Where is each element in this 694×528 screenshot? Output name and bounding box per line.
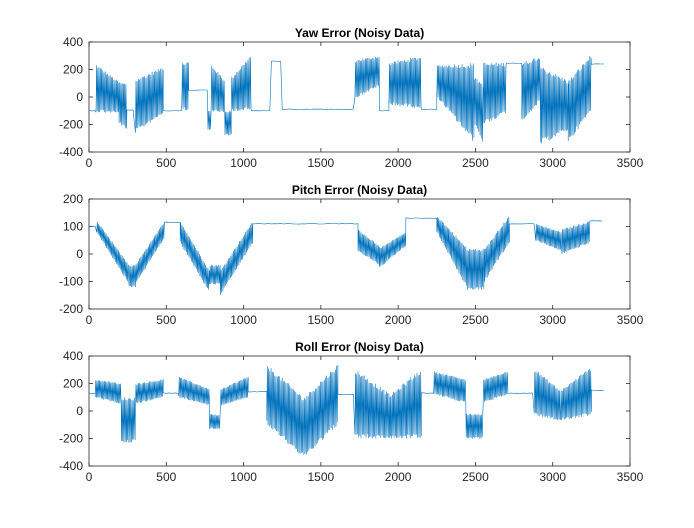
x-tick-label-0-7: 3500 xyxy=(617,156,644,170)
y-tick-label-2-2: 0 xyxy=(76,404,83,418)
x-tick-label-0-5: 2500 xyxy=(462,156,489,170)
y-tick-label-2-1: -200 xyxy=(59,432,83,446)
y-tick-label-2-0: -400 xyxy=(59,459,83,473)
y-tick-label-0-0: -400 xyxy=(59,145,83,159)
x-tick-label-0-3: 1500 xyxy=(308,156,335,170)
y-tick-label-1-0: -200 xyxy=(59,302,83,316)
chart-title-0: Yaw Error (Noisy Data) xyxy=(295,26,424,40)
x-tick-label-1-3: 1500 xyxy=(308,313,335,327)
x-tick-label-2-3: 1500 xyxy=(308,470,335,484)
y-tick-label-1-2: 0 xyxy=(76,247,83,261)
x-tick-label-1-7: 3500 xyxy=(617,313,644,327)
x-tick-label-1-5: 2500 xyxy=(462,313,489,327)
x-tick-label-2-6: 3000 xyxy=(539,470,566,484)
y-tick-label-1-1: -100 xyxy=(59,275,83,289)
y-tick-label-0-3: 200 xyxy=(63,63,83,77)
x-tick-label-1-2: 1000 xyxy=(230,313,257,327)
x-tick-label-0-2: 1000 xyxy=(230,156,257,170)
axes-frame-1 xyxy=(88,198,631,310)
y-tick-label-0-2: 0 xyxy=(76,90,83,104)
x-tick-label-1-0: 0 xyxy=(86,313,93,327)
x-tick-label-1-6: 3000 xyxy=(539,313,566,327)
x-tick-label-0-1: 500 xyxy=(156,156,176,170)
x-tick-label-2-0: 0 xyxy=(86,470,93,484)
y-tick-label-1-4: 200 xyxy=(63,192,83,206)
x-tick-label-2-5: 2500 xyxy=(462,470,489,484)
y-tick-label-0-1: -200 xyxy=(59,118,83,132)
series-line-0 xyxy=(88,56,604,144)
x-tick-label-0-4: 2000 xyxy=(385,156,412,170)
x-tick-label-0-0: 0 xyxy=(86,156,93,170)
chart-title-1: Pitch Error (Noisy Data) xyxy=(292,183,427,197)
x-tick-label-2-7: 3500 xyxy=(617,470,644,484)
x-tick-label-1-1: 500 xyxy=(156,313,176,327)
y-tick-label-0-4: 400 xyxy=(63,35,83,49)
y-tick-label-2-3: 200 xyxy=(63,377,83,391)
x-tick-label-2-4: 2000 xyxy=(385,470,412,484)
x-tick-label-2-2: 1000 xyxy=(230,470,257,484)
x-tick-label-2-1: 500 xyxy=(156,470,176,484)
series-line-2 xyxy=(88,364,604,455)
series-line-1 xyxy=(88,216,603,296)
x-tick-label-1-4: 2000 xyxy=(385,313,412,327)
y-tick-label-2-4: 400 xyxy=(63,349,83,363)
x-tick-label-0-6: 3000 xyxy=(539,156,566,170)
chart-title-2: Roll Error (Noisy Data) xyxy=(295,340,424,354)
y-tick-label-1-3: 100 xyxy=(63,220,83,234)
